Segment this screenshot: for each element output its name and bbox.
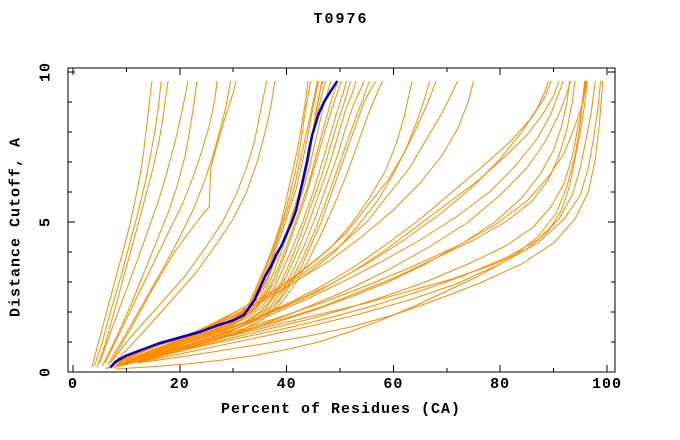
model-curve xyxy=(131,80,571,364)
highlighted-model-curve xyxy=(109,80,339,369)
x-tick-label: 20 xyxy=(169,376,190,393)
y-tick-label: 0 xyxy=(37,366,55,378)
plot-border xyxy=(67,67,616,373)
x-tick-label: 80 xyxy=(490,376,511,393)
chart-title: T0976 xyxy=(313,11,369,28)
y-axis-label: Distance Cutoff, A xyxy=(7,136,25,318)
model-curve xyxy=(142,80,474,359)
x-tick-label: 40 xyxy=(276,376,297,393)
model-curve xyxy=(96,80,169,368)
model-curve xyxy=(131,80,588,364)
model-curve xyxy=(142,80,602,362)
model-curve xyxy=(107,80,231,365)
x-tick-label: 0 xyxy=(67,376,79,393)
model-curve xyxy=(115,80,576,367)
model-curve xyxy=(91,80,153,368)
model-curve xyxy=(136,80,458,361)
model-curve xyxy=(126,80,552,364)
model-curve xyxy=(131,80,357,364)
x-axis-label: Percent of Residues (CA) xyxy=(220,401,462,418)
y-tick-label: 5 xyxy=(37,216,55,228)
model-curve xyxy=(115,80,276,362)
model-curve xyxy=(115,80,342,368)
model-curve xyxy=(99,80,189,364)
model-curve xyxy=(136,80,596,364)
model-curve xyxy=(136,80,572,363)
model-curve xyxy=(126,80,339,364)
model-curve xyxy=(126,80,564,365)
y-tick-label: 10 xyxy=(37,61,55,83)
model-curve xyxy=(110,80,268,364)
model-curve xyxy=(101,80,198,367)
x-tick-label: 60 xyxy=(383,376,404,393)
model-curve xyxy=(104,80,218,364)
model-curve xyxy=(120,80,347,367)
model-curve xyxy=(93,80,162,367)
model-curve xyxy=(115,80,586,370)
model-curve xyxy=(104,80,309,370)
model-curve xyxy=(137,80,604,364)
x-tick-label: 100 xyxy=(591,376,623,393)
model-curve xyxy=(126,80,587,365)
model-curve xyxy=(147,80,377,359)
model-curve xyxy=(120,80,549,366)
model-curve xyxy=(109,80,237,364)
